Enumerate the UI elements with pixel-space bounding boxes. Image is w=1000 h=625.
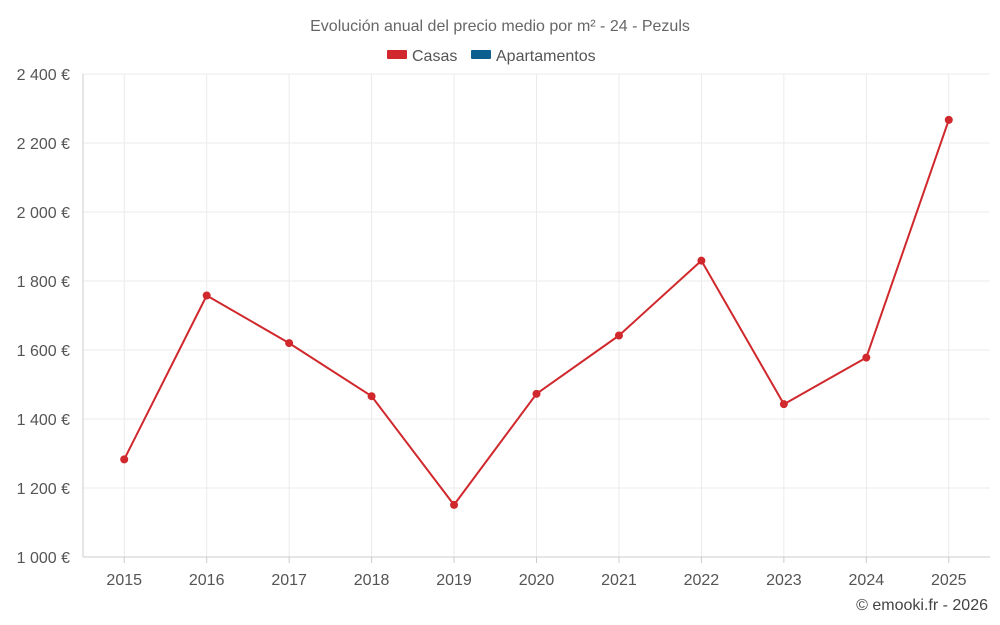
- y-tick-label: 2 400 €: [17, 67, 70, 84]
- y-tick-label: 1 600 €: [17, 343, 70, 360]
- x-tick-label: 2022: [684, 572, 720, 589]
- x-tick-label: 2018: [354, 572, 390, 589]
- data-point[interactable]: [779, 400, 788, 409]
- y-tick-label: 2 200 €: [17, 136, 70, 153]
- grid-lines: [83, 73, 990, 557]
- legend-item-casas[interactable]: Casas: [387, 48, 457, 65]
- x-tick-label: 2024: [849, 572, 885, 589]
- data-point[interactable]: [697, 256, 706, 265]
- y-tick-label: 2 000 €: [17, 205, 70, 222]
- data-point[interactable]: [862, 353, 871, 362]
- legend-swatch-apartamentos: [471, 50, 491, 59]
- credit-text: © emooki.fr - 2026: [856, 597, 988, 614]
- data-point[interactable]: [450, 500, 459, 509]
- data-point[interactable]: [120, 455, 129, 464]
- data-point[interactable]: [367, 392, 376, 401]
- series-casas: [120, 115, 953, 509]
- y-tick-label: 1 400 €: [17, 412, 70, 429]
- y-tick-label: 1 000 €: [17, 550, 70, 567]
- x-tick-label: 2017: [271, 572, 307, 589]
- data-point[interactable]: [532, 389, 541, 398]
- chart-title: Evolución anual del precio medio por m² …: [310, 18, 690, 35]
- y-tick-label: 1 800 €: [17, 274, 70, 291]
- legend-label-casas: Casas: [412, 48, 457, 65]
- legend: Casas Apartamentos: [387, 48, 596, 65]
- x-tick-label: 2023: [766, 572, 802, 589]
- data-point[interactable]: [614, 331, 623, 340]
- x-tick-label: 2020: [519, 572, 555, 589]
- x-axis-ticks: 2015 2016 2017 2018 2019 2020 2021 2022 2023 2024…: [106, 572, 966, 589]
- legend-item-apartamentos[interactable]: Apartamentos: [471, 48, 596, 65]
- x-tick-label: 2016: [189, 572, 225, 589]
- data-point[interactable]: [202, 291, 211, 300]
- legend-swatch-casas: [387, 50, 407, 59]
- data-point[interactable]: [285, 339, 294, 348]
- axes: [82, 74, 990, 563]
- x-tick-label: 2025: [931, 572, 967, 589]
- x-tick-label: 2019: [436, 572, 472, 589]
- data-point[interactable]: [944, 115, 953, 124]
- y-axis-ticks: 1 000 € 1 200 € 1 400 € 1 600 € 1 800 € 2 000…: [17, 67, 70, 567]
- legend-label-apartamentos: Apartamentos: [496, 48, 596, 65]
- x-tick-label: 2021: [601, 572, 637, 589]
- x-tick-label: 2015: [106, 572, 142, 589]
- y-tick-label: 1 200 €: [17, 481, 70, 498]
